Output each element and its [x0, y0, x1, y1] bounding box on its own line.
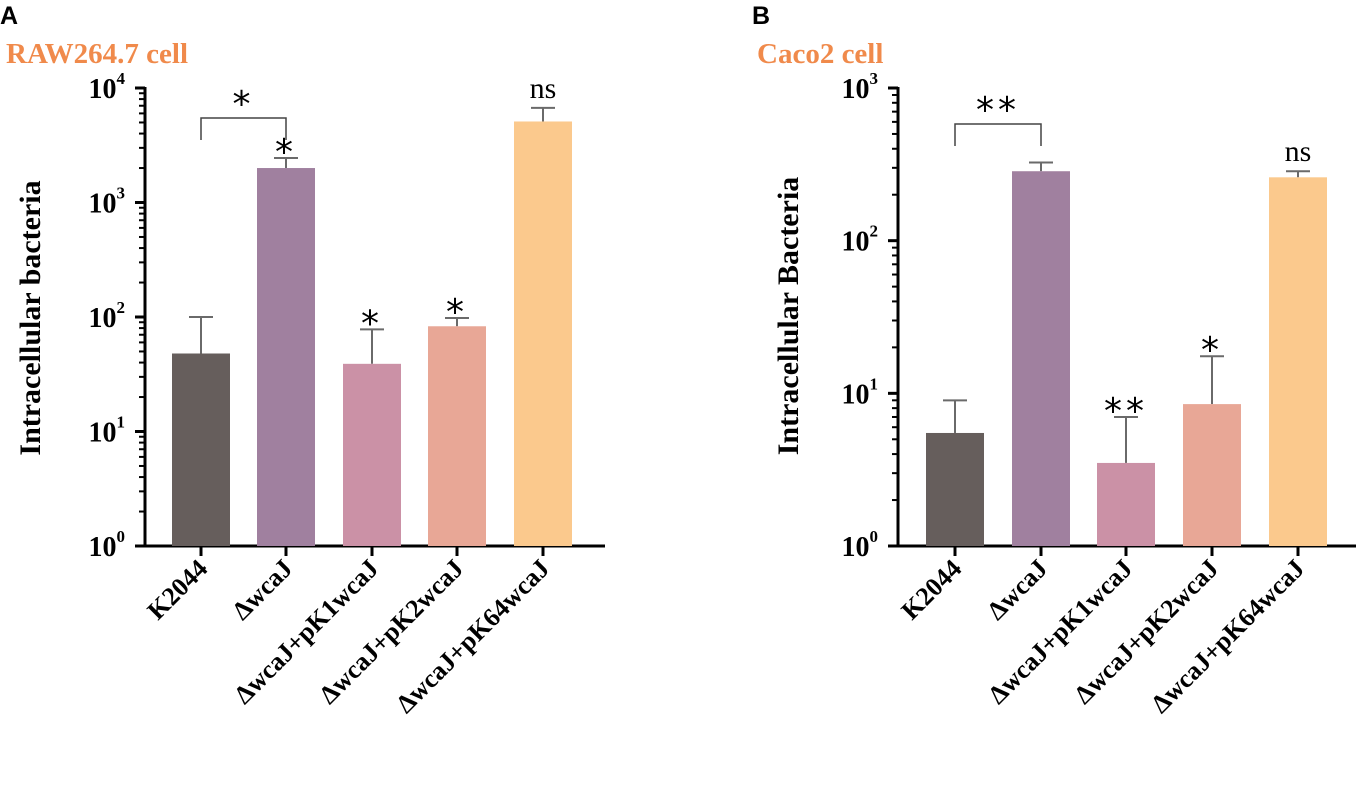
- panel-b-title: Caco2 cell: [757, 38, 883, 70]
- panel-a-category-label: ΔwcaJ: [226, 554, 298, 626]
- panel-a-category-label: ΔwcaJ+pK64wcaJ: [390, 554, 555, 719]
- panel-a-bar: [343, 363, 401, 546]
- panel-b-comparison-bracket: [954, 123, 1042, 146]
- panel-b-category-label: ΔwcaJ: [981, 554, 1053, 626]
- panel-a-y-tick-label: 100: [89, 527, 126, 563]
- panel-a-comparison-bracket: [200, 117, 287, 140]
- panel-b-category-label: K2044: [896, 554, 968, 626]
- panel-b-bar: [926, 432, 984, 546]
- panel-a-significance-label: *: [361, 303, 383, 344]
- panel-a-chart: 100 101 102 103 104 K2044 ΔwcaJ * ΔwcaJ+pK1wcaJ *…: [89, 69, 605, 719]
- panel-b-category-label: ΔwcaJ+pK1wcaJ: [982, 554, 1138, 710]
- panel-a-y-tick-label: 102: [89, 298, 126, 334]
- panel-a-bar: [428, 326, 486, 546]
- panel-b-significance-label: ns: [1285, 135, 1312, 168]
- panel-b-y-axis-label: Intracellular Bacteria: [772, 177, 805, 456]
- panel-a-y-axis-label: Intracellular bacteria: [14, 180, 47, 455]
- panel-a-category-label: K2044: [142, 554, 214, 626]
- panel-b-significance-label: *: [1201, 330, 1223, 371]
- panel-a-significance-label: ns: [530, 72, 557, 105]
- panel-a-bar: [257, 168, 315, 547]
- panel-a-bar: [514, 121, 572, 546]
- panel-b-y-tick-label: 102: [842, 222, 879, 258]
- panel-b-letter: B: [752, 2, 770, 30]
- panel-b-bracket-significance-label: **: [976, 90, 1020, 131]
- panel-a-title: RAW264.7 cell: [6, 38, 188, 70]
- panel-a-category-label: ΔwcaJ+pK1wcaJ: [228, 554, 384, 710]
- panel-b-bar: [1097, 462, 1155, 546]
- panel-b-bar: [1269, 177, 1327, 546]
- panel-b-y-tick-label: 103: [842, 69, 879, 105]
- panel-b-bar: [1012, 171, 1070, 546]
- panel-a-bracket-significance-label: *: [233, 84, 255, 125]
- panel-a-y-tick-label: 104: [89, 69, 126, 105]
- panel-a-significance-label: *: [275, 132, 297, 173]
- panel-b-category-label: ΔwcaJ+pK64wcaJ: [1145, 554, 1310, 719]
- panel-a-y-tick-label: 101: [89, 413, 126, 449]
- panel-b-y-tick-label: 101: [842, 374, 879, 410]
- panel-b-category-label: ΔwcaJ+pK2wcaJ: [1068, 554, 1224, 710]
- panel-b-y-tick-label: 100: [842, 527, 879, 563]
- panel-a-bar: [172, 353, 230, 546]
- panel-a-y-tick-label: 103: [89, 184, 126, 220]
- panel-a-letter: A: [0, 2, 18, 30]
- panel-b-bar: [1183, 404, 1241, 546]
- panel-a-category-label: ΔwcaJ+pK2wcaJ: [313, 554, 469, 710]
- panel-b-significance-label: **: [1104, 391, 1148, 432]
- panel-a-significance-label: *: [446, 292, 468, 333]
